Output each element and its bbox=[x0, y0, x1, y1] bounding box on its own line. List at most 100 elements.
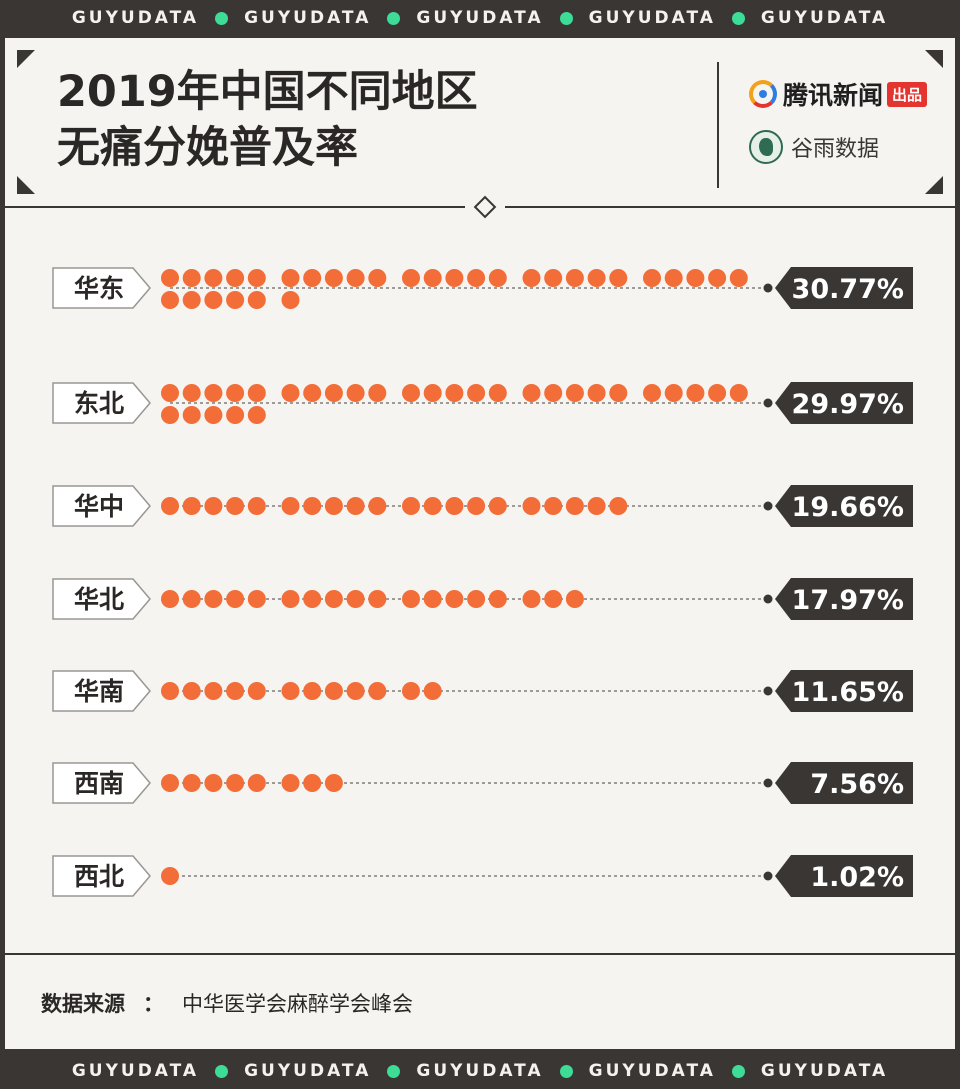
value-dot bbox=[587, 384, 606, 402]
band-word: GUYUDATA bbox=[760, 8, 889, 28]
value-dot bbox=[346, 590, 365, 608]
value-dot bbox=[204, 682, 223, 700]
value-dot bbox=[324, 774, 343, 792]
value-dot bbox=[544, 590, 563, 608]
value-dot bbox=[281, 384, 300, 402]
guide-end-dot bbox=[763, 398, 773, 408]
value-dot bbox=[247, 590, 266, 608]
tencent-news-icon bbox=[749, 80, 777, 108]
value-dot bbox=[544, 269, 563, 287]
value-dot bbox=[423, 497, 442, 515]
guyu-data-name: 谷雨数据 bbox=[791, 137, 880, 162]
value-dot bbox=[522, 384, 541, 402]
band-dot-icon bbox=[215, 11, 229, 25]
band-dot-icon bbox=[559, 1064, 573, 1078]
region-label: 华东 bbox=[74, 274, 124, 303]
value-dot bbox=[445, 497, 464, 515]
value-dot bbox=[204, 774, 223, 792]
value-dot bbox=[423, 384, 442, 402]
value-tag bbox=[775, 762, 913, 804]
region-label-box bbox=[52, 382, 151, 424]
value-dot bbox=[226, 774, 245, 792]
value-dot bbox=[609, 269, 628, 287]
value-dot bbox=[226, 384, 245, 402]
value-dot bbox=[303, 682, 322, 700]
value-dot bbox=[303, 269, 322, 287]
value-dot bbox=[247, 291, 266, 309]
corner-mark bbox=[925, 50, 943, 68]
value-dot bbox=[247, 406, 266, 424]
value-dot bbox=[182, 682, 201, 700]
value-tag bbox=[775, 670, 913, 712]
value-dot bbox=[368, 682, 387, 700]
value-dot bbox=[346, 682, 365, 700]
region-label-box bbox=[52, 855, 151, 897]
guide-end-dot bbox=[763, 594, 773, 604]
value-dot bbox=[247, 269, 266, 287]
value-dot bbox=[182, 497, 201, 515]
value-dot bbox=[182, 291, 201, 309]
value-dot bbox=[182, 269, 201, 287]
guide-end-dot bbox=[763, 501, 773, 511]
footer-rule bbox=[5, 953, 955, 955]
value-dot bbox=[161, 497, 179, 515]
value-dot bbox=[182, 406, 201, 424]
region-label: 华南 bbox=[74, 677, 124, 706]
value-dot bbox=[488, 269, 507, 287]
top-brand-band: GUYUDATA GUYUDATA GUYUDATA GUYUDATA GUYUDATA bbox=[0, 0, 960, 36]
value-dot bbox=[346, 269, 365, 287]
value-dot bbox=[303, 774, 322, 792]
source-label: 数据来源 bbox=[41, 992, 125, 1016]
title-line-1: 2019年中国不同地区 bbox=[57, 67, 478, 117]
value-dot bbox=[587, 497, 606, 515]
band-dot-icon bbox=[387, 11, 401, 25]
tencent-news-badge: 出品 bbox=[887, 81, 928, 107]
band-dot-icon bbox=[559, 11, 573, 25]
title-line-2: 无痛分娩普及率 bbox=[57, 123, 358, 173]
value-dot bbox=[182, 590, 201, 608]
value-tag bbox=[775, 485, 913, 527]
value-dot bbox=[204, 590, 223, 608]
value-dot bbox=[609, 384, 628, 402]
value-dot bbox=[729, 269, 748, 287]
value-dot bbox=[402, 384, 420, 402]
value-dot bbox=[161, 291, 179, 309]
guide-end-dot bbox=[763, 283, 773, 293]
band-dot-icon bbox=[215, 1064, 229, 1078]
value-dot bbox=[565, 269, 584, 287]
value-dot bbox=[708, 269, 727, 287]
guyu-bird-icon bbox=[749, 130, 783, 164]
value-dot bbox=[522, 497, 541, 515]
value-dot bbox=[281, 774, 300, 792]
value-dot bbox=[488, 497, 507, 515]
value-dot bbox=[281, 590, 300, 608]
value-dot bbox=[161, 774, 179, 792]
value-dot bbox=[368, 497, 387, 515]
value-dot bbox=[522, 590, 541, 608]
value-dot bbox=[161, 269, 179, 287]
value-dot bbox=[226, 497, 245, 515]
value-dot bbox=[281, 291, 300, 309]
value-dot bbox=[226, 406, 245, 424]
value-dot bbox=[402, 269, 420, 287]
value-dot bbox=[161, 867, 179, 885]
value-dot bbox=[324, 590, 343, 608]
corner-mark bbox=[17, 176, 35, 194]
band-dot-icon bbox=[387, 1064, 401, 1078]
value-dot bbox=[182, 774, 201, 792]
value-dot bbox=[402, 497, 420, 515]
source-separator: ： bbox=[143, 992, 164, 1016]
value-dot bbox=[467, 497, 486, 515]
value-dot bbox=[204, 291, 223, 309]
region-label: 华中 bbox=[74, 492, 124, 521]
value-dot bbox=[303, 590, 322, 608]
value-dot bbox=[402, 682, 420, 700]
region-label: 西北 bbox=[74, 862, 124, 891]
value-dot bbox=[247, 774, 266, 792]
value-dot bbox=[445, 384, 464, 402]
value-dot bbox=[204, 269, 223, 287]
value-dot bbox=[544, 497, 563, 515]
value-dot bbox=[729, 384, 748, 402]
value-dot bbox=[303, 497, 322, 515]
value-label: 29.97% bbox=[792, 389, 904, 420]
